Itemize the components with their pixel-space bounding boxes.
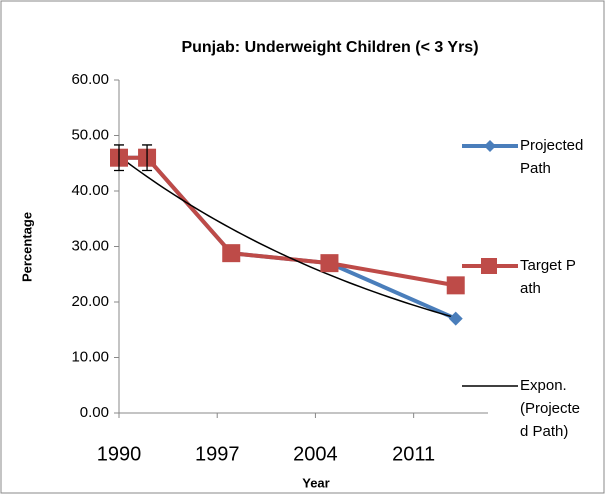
chart-title: Punjab: Underweight Children (< 3 Yrs) bbox=[181, 39, 478, 56]
trendline bbox=[118, 155, 456, 319]
x-tick-label: 2011 bbox=[392, 443, 435, 465]
x-axis-label: Year bbox=[302, 475, 329, 490]
legend-label: Projected Path bbox=[520, 137, 584, 177]
x-tick-label: 2004 bbox=[293, 443, 338, 465]
y-tick-label: 20.00 bbox=[71, 293, 109, 310]
legend-marker bbox=[484, 140, 496, 152]
error-bar bbox=[114, 144, 124, 172]
y-tick-label: 50.00 bbox=[71, 126, 109, 143]
marker bbox=[448, 311, 463, 326]
marker bbox=[446, 276, 465, 295]
marker bbox=[320, 254, 339, 273]
legend-label: Target Path bbox=[520, 257, 576, 297]
y-tick-label: 60.00 bbox=[71, 71, 109, 88]
y-tick-label: 30.00 bbox=[71, 237, 109, 254]
y-tick-label: 0.00 bbox=[80, 404, 109, 421]
x-tick-label: 1990 bbox=[97, 443, 142, 465]
legend-label: Expon. (Projected Path) bbox=[520, 377, 581, 440]
legend-marker bbox=[481, 258, 497, 274]
y-tick-label: 40.00 bbox=[71, 182, 109, 199]
x-tick-label: 1997 bbox=[195, 443, 240, 465]
y-tick-label: 10.00 bbox=[71, 348, 109, 365]
marker bbox=[222, 244, 241, 263]
y-axis-label: Percentage bbox=[19, 212, 34, 282]
error-bar bbox=[142, 144, 153, 172]
